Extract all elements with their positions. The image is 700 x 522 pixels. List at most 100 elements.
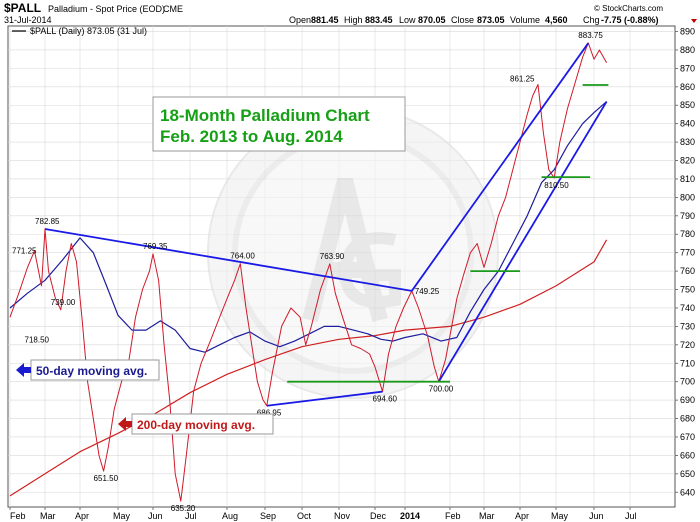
price-label: 782.85 [35, 217, 60, 226]
x-tick-label: Feb [10, 511, 26, 521]
y-tick-label: 730 [680, 321, 695, 331]
watermark-label: © StockCharts.com [594, 4, 663, 13]
price-label: 883.75 [578, 31, 603, 40]
y-tick-label: 850 [680, 100, 695, 110]
y-tick-label: 790 [680, 211, 695, 221]
x-tick-label: Jul [185, 511, 197, 521]
x-tick-label: Jun [148, 511, 163, 521]
x-tick-label: Sep [260, 511, 276, 521]
date-label: 31-Jul-2014 [4, 15, 52, 25]
price-label: 635.20 [171, 504, 196, 513]
y-tick-label: 830 [680, 137, 695, 147]
low-label: Low [399, 15, 416, 25]
left-arrow-icon-red [118, 417, 132, 431]
down-arrow-icon [691, 19, 697, 23]
ma200-callout-label: 200-day moving avg. [137, 418, 255, 432]
y-tick-label: 860 [680, 82, 695, 92]
left-arrow-icon [16, 363, 31, 377]
close-value: 873.05 [477, 15, 505, 25]
symbol-label: $PALL [4, 1, 41, 15]
price-label: 763.90 [320, 252, 345, 261]
x-tick-label: Apr [515, 511, 529, 521]
ma50-callout-label: 50-day moving avg. [36, 364, 147, 378]
exchange-label: CME [163, 4, 183, 14]
price-label: 700.00 [429, 385, 454, 394]
price-label: 686.95 [257, 409, 282, 418]
low-value: 870.05 [418, 15, 446, 25]
y-tick-label: 650 [680, 469, 695, 479]
y-tick-label: 640 [680, 487, 695, 497]
price-label: 694.60 [373, 395, 398, 404]
trendline-layer [44, 42, 609, 407]
moving-average-line [9, 101, 607, 353]
chart-title-line1: 18-Month Palladium Chart [160, 106, 370, 125]
y-axis: 640 650 660 670 680 690 700 710 720 730 740 750 760 7… [675, 27, 695, 497]
chart-title-box [152, 96, 406, 152]
price-label: 810.50 [544, 181, 569, 190]
volume-value: 4,560 [545, 15, 568, 25]
legend-label: $PALL (Daily) 873.05 (31 Jul) [30, 26, 147, 36]
change-label: Chg [583, 15, 600, 25]
y-tick-label: 870 [680, 63, 695, 73]
high-label: High [344, 15, 363, 25]
close-label: Close [451, 15, 474, 25]
trend-line [437, 101, 608, 383]
y-tick-label: 720 [680, 340, 695, 350]
open-label: Open [289, 15, 311, 25]
price-label: 771.25 [12, 246, 37, 255]
volume-label: Volume [510, 15, 540, 25]
y-tick-label: 670 [680, 432, 695, 442]
trend-line [44, 228, 412, 292]
x-tick-label: Dec [370, 511, 387, 521]
x-tick-label: Jul [625, 511, 637, 521]
price-label: 651.50 [94, 474, 119, 483]
y-tick-label: 770 [680, 248, 695, 258]
y-tick-label: 680 [680, 414, 695, 424]
price-label: 769.35 [143, 242, 168, 251]
open-value: 881.45 [311, 15, 339, 25]
x-tick-label: Feb [445, 511, 461, 521]
x-tick-label: May [551, 511, 569, 521]
y-tick-label: 740 [680, 303, 695, 313]
y-tick-label: 700 [680, 377, 695, 387]
y-tick-label: 810 [680, 174, 695, 184]
x-tick-label: Mar [479, 511, 495, 521]
x-axis: Feb Mar Apr May Jun Jul Aug Sep Oct Nov Dec 2014 Feb… [9, 507, 637, 521]
y-tick-label: 840 [680, 119, 695, 129]
price-label: 739.00 [51, 298, 76, 307]
change-value: -7.75 (-0.88%) [601, 15, 659, 25]
moving-average-line [9, 239, 608, 497]
y-tick-label: 690 [680, 395, 695, 405]
coin-watermark [207, 107, 499, 399]
price-label: 764.00 [230, 252, 255, 261]
x-tick-label: Jun [589, 511, 604, 521]
price-label: 718.50 [25, 336, 50, 345]
x-tick-label: Nov [334, 511, 351, 521]
y-tick-label: 800 [680, 192, 695, 202]
high-value: 883.45 [365, 15, 393, 25]
series-layer [9, 42, 608, 502]
y-tick-label: 780 [680, 229, 695, 239]
price-series-line [9, 42, 608, 502]
price-label: 749.25 [415, 287, 440, 296]
trend-line [411, 42, 590, 292]
y-tick-label: 890 [680, 27, 695, 37]
trend-line [266, 390, 383, 407]
x-tick-label: Aug [222, 511, 238, 521]
y-tick-label: 820 [680, 156, 695, 166]
y-tick-label: 750 [680, 285, 695, 295]
y-tick-label: 760 [680, 266, 695, 276]
x-tick-label: Oct [297, 511, 312, 521]
instrument-name: Palladium - Spot Price (EOD) [48, 4, 165, 14]
chart-title-line2: Feb. 2013 to Aug. 2014 [160, 127, 343, 146]
y-tick-label: 660 [680, 450, 695, 460]
y-tick-label: 710 [680, 358, 695, 368]
price-labels: 771.25 782.85 739.00 718.50 651.50 769.35 635.… [12, 31, 603, 513]
x-tick-label: 2014 [400, 511, 420, 521]
x-tick-label: Apr [75, 511, 89, 521]
price-label: 861.25 [510, 75, 535, 84]
x-tick-label: Mar [40, 511, 56, 521]
x-tick-label: May [113, 511, 131, 521]
y-tick-label: 880 [680, 45, 695, 55]
